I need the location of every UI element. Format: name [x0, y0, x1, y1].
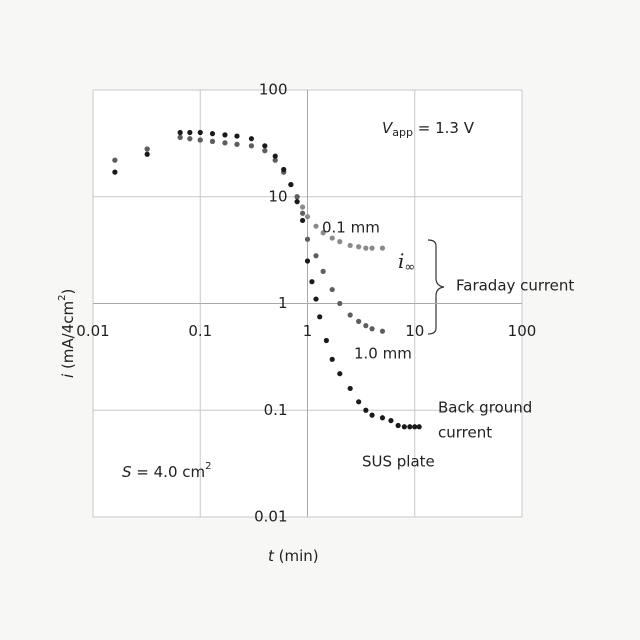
y-axis-title-part: (mA/4cm — [59, 301, 77, 374]
area-annotation-part: 2 — [205, 461, 211, 472]
data-point — [348, 312, 353, 317]
data-point — [317, 314, 322, 319]
data-point — [313, 253, 318, 258]
data-point — [330, 287, 335, 292]
data-point — [380, 246, 385, 251]
data-point — [356, 319, 361, 324]
data-point — [369, 326, 374, 331]
x-tick-label: 1 — [303, 322, 313, 340]
data-point — [412, 424, 417, 429]
data-point — [281, 167, 286, 172]
data-point — [300, 211, 305, 216]
data-point — [295, 194, 300, 199]
data-point — [262, 143, 267, 148]
data-point — [348, 243, 353, 248]
data-point — [222, 140, 227, 145]
background-label: current — [438, 424, 492, 442]
y-axis-title-part: ) — [59, 289, 77, 295]
data-point — [305, 214, 310, 219]
data-point — [112, 170, 117, 175]
data-point — [222, 132, 227, 137]
data-point — [262, 148, 267, 153]
page: 0.01 0.1 1 10 100 0.01 0.1 1 10 100 0.1 mm 1.0 mm SU… — [0, 0, 640, 640]
x-tick-label: 10 — [405, 322, 424, 340]
data-point — [145, 152, 150, 157]
y-axis-title: i (mA/4cm2) — [57, 289, 77, 378]
data-point — [249, 136, 254, 141]
data-point — [330, 357, 335, 362]
data-point — [313, 224, 318, 229]
data-point — [305, 237, 310, 242]
area-annotation-part: S — [122, 463, 132, 481]
data-point — [300, 204, 305, 209]
data-point — [187, 130, 192, 135]
data-point — [380, 415, 385, 420]
data-point — [348, 386, 353, 391]
area-annotation: S = 4.0 cm2 — [122, 461, 212, 481]
data-point — [407, 424, 412, 429]
y-tick-label: 0.01 — [254, 508, 287, 526]
data-point — [363, 408, 368, 413]
data-point — [187, 136, 192, 141]
data-point — [178, 135, 183, 140]
data-point — [417, 424, 422, 429]
data-point — [300, 218, 305, 223]
data-point — [363, 246, 368, 251]
data-point — [363, 323, 368, 328]
data-point — [288, 182, 293, 187]
y-tick-label: 1 — [278, 294, 288, 312]
data-point — [337, 239, 342, 244]
data-point — [210, 131, 215, 136]
data-point — [313, 296, 318, 301]
x-tick-label: 0.1 — [188, 322, 212, 340]
data-point — [210, 139, 215, 144]
data-point — [249, 143, 254, 148]
series-label: 0.1 mm — [322, 219, 380, 237]
x-axis-title: t (min) — [268, 547, 319, 565]
y-tick-label: 100 — [259, 81, 288, 99]
y-tick-label: 10 — [268, 187, 287, 205]
faraday-label: Faraday current — [456, 277, 574, 295]
series-label: 1.0 mm — [354, 345, 412, 363]
data-point — [396, 423, 401, 428]
x-axis-title-part: (min) — [274, 547, 319, 565]
iinf-annotation-part: ∞ — [404, 260, 415, 275]
x-tick-label: 100 — [508, 322, 537, 340]
data-point — [356, 399, 361, 404]
data-point — [402, 424, 407, 429]
data-point — [324, 338, 329, 343]
data-point — [337, 301, 342, 306]
data-point — [145, 146, 150, 151]
background-label: Back ground — [438, 399, 532, 417]
vapp-annotation-part: app — [392, 126, 413, 139]
data-point — [321, 269, 326, 274]
data-point — [112, 158, 117, 163]
data-point — [369, 246, 374, 251]
data-point — [273, 154, 278, 159]
data-point — [309, 279, 314, 284]
data-point — [388, 418, 393, 423]
x-tick-label: 0.01 — [76, 322, 109, 340]
series-label: SUS plate — [362, 453, 435, 471]
data-point — [178, 130, 183, 135]
y-tick-label: 0.1 — [264, 401, 288, 419]
data-point — [305, 258, 310, 263]
data-point — [234, 133, 239, 138]
data-point — [198, 130, 203, 135]
data-point — [295, 199, 300, 204]
chart: 0.01 0.1 1 10 100 0.01 0.1 1 10 100 0.1 mm 1.0 mm SU… — [0, 0, 640, 640]
data-point — [198, 137, 203, 142]
area-annotation-part: = 4.0 cm — [132, 463, 206, 481]
data-point — [337, 371, 342, 376]
data-point — [369, 413, 374, 418]
vapp-annotation-part: = 1.3 V — [413, 119, 475, 137]
data-point — [380, 329, 385, 334]
data-point — [356, 244, 361, 249]
data-point — [234, 142, 239, 147]
